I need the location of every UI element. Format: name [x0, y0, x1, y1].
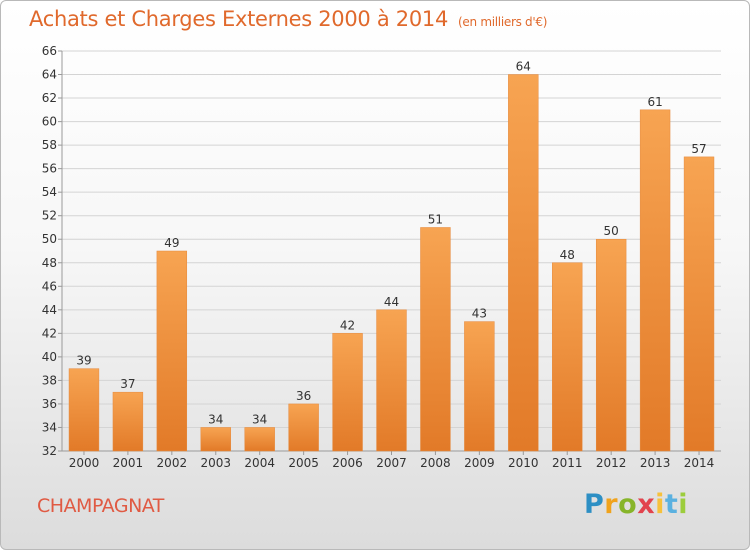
logo-letter: o [618, 489, 638, 520]
data-label: 50 [604, 224, 619, 238]
data-label: 49 [164, 236, 179, 250]
y-tick-label: 42 [42, 326, 57, 340]
bar[interactable] [200, 427, 231, 452]
y-tick-label: 34 [42, 420, 57, 434]
bar[interactable] [639, 109, 671, 452]
unit-label: (en milliers d'€) [458, 15, 548, 29]
y-tick-label: 40 [42, 350, 57, 364]
y-tick-label: 38 [42, 373, 57, 387]
y-tick-label: 48 [42, 256, 57, 270]
data-label: 36 [296, 389, 311, 403]
bar[interactable] [376, 309, 407, 452]
y-tick-label: 66 [42, 44, 57, 58]
data-label: 37 [120, 377, 135, 391]
y-tick-label: 58 [42, 138, 57, 152]
x-tick-label: 2004 [244, 456, 275, 470]
title-text: Achats et Charges Externes 2000 à 2014 [29, 7, 449, 31]
y-tick-label: 50 [42, 232, 57, 246]
y-tick-label: 56 [42, 162, 57, 176]
y-tick-label: 64 [42, 68, 57, 82]
x-tick-label: 2009 [464, 456, 495, 470]
y-tick-label: 60 [42, 115, 57, 129]
x-tick-label: 2007 [376, 456, 407, 470]
proxiti-logo[interactable]: Proxiti [584, 489, 688, 520]
bar[interactable] [68, 368, 100, 452]
bar[interactable] [552, 262, 583, 452]
data-label: 34 [208, 412, 223, 426]
x-tick-label: 2001 [113, 456, 144, 470]
data-label: 34 [252, 412, 267, 426]
bar[interactable] [288, 403, 319, 452]
y-tick-label: 54 [42, 185, 57, 199]
x-tick-label: 2012 [596, 456, 627, 470]
y-tick-label: 44 [42, 303, 57, 317]
logo-letter: r [604, 489, 619, 520]
data-label: 48 [560, 248, 575, 262]
x-tick-label: 2002 [157, 456, 188, 470]
y-tick-label: 32 [42, 444, 57, 458]
x-tick-label: 2010 [508, 456, 539, 470]
x-tick-label: 2014 [684, 456, 715, 470]
x-tick-label: 2008 [420, 456, 451, 470]
data-label: 43 [472, 307, 487, 321]
data-label: 39 [76, 354, 91, 368]
x-tick-label: 2011 [552, 456, 583, 470]
data-label: 61 [647, 95, 662, 109]
data-label: 44 [384, 295, 399, 309]
y-tick-label: 52 [42, 209, 57, 223]
y-tick-label: 62 [42, 91, 57, 105]
bar[interactable] [683, 156, 715, 452]
x-tick-label: 2003 [200, 456, 231, 470]
logo-letter: i [678, 489, 689, 520]
bar[interactable] [156, 250, 188, 452]
bar[interactable] [595, 238, 627, 452]
data-label: 51 [428, 212, 443, 226]
x-tick-label: 2005 [288, 456, 319, 470]
y-tick-label: 46 [42, 279, 57, 293]
chart-title: Achats et Charges Externes 2000 à 2014 (e… [29, 7, 547, 31]
logo-letter: t [664, 489, 679, 520]
bar[interactable] [464, 321, 495, 452]
bar[interactable] [420, 227, 451, 452]
logo-letter: P [584, 489, 605, 520]
data-label: 64 [516, 60, 531, 74]
logo-letter: i [655, 489, 665, 520]
bar[interactable] [244, 427, 275, 452]
commune-name: CHAMPAGNAT [37, 495, 164, 517]
data-label: 57 [691, 142, 706, 156]
bar[interactable] [332, 333, 363, 452]
data-label: 42 [340, 318, 355, 332]
x-tick-label: 2013 [640, 456, 671, 470]
y-tick-label: 36 [42, 397, 57, 411]
bar[interactable] [112, 391, 144, 452]
logo-letter: x [637, 489, 656, 520]
x-tick-label: 2000 [69, 456, 100, 470]
bar[interactable] [508, 74, 539, 452]
x-tick-label: 2006 [332, 456, 363, 470]
